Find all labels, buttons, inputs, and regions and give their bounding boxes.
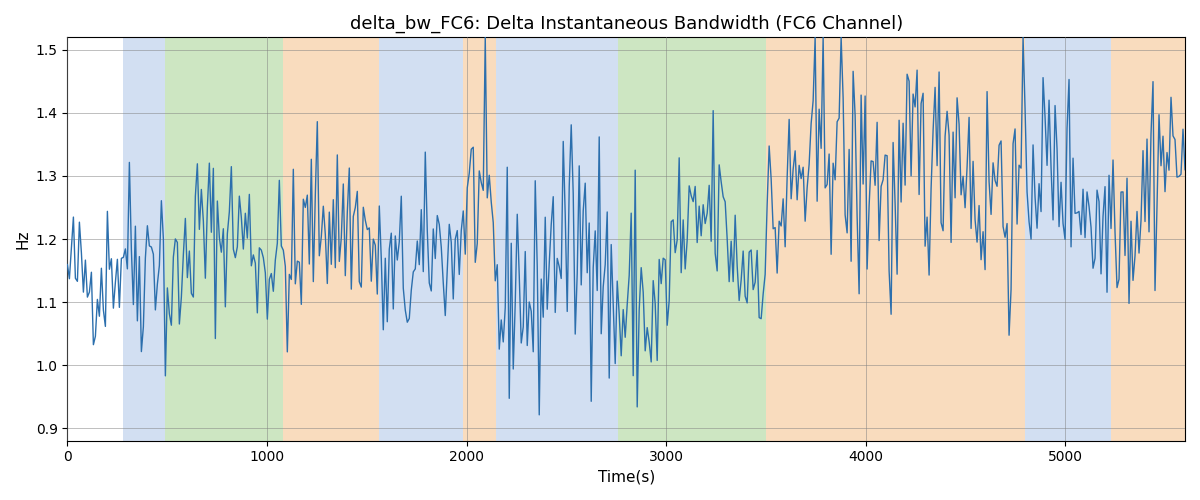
X-axis label: Time(s): Time(s) (598, 470, 655, 485)
Bar (462, 38, 497, 440)
Y-axis label: Hz: Hz (16, 230, 30, 249)
Bar (166, 38, 283, 440)
Title: delta_bw_FC6: Delta Instantaneous Bandwidth (FC6 Channel): delta_bw_FC6: Delta Instantaneous Bandwi… (349, 15, 902, 34)
Bar (766, 38, 1025, 440)
Bar (1111, 38, 1186, 440)
Bar (379, 38, 462, 440)
Bar (497, 38, 618, 440)
Bar (283, 38, 379, 440)
Bar (618, 38, 766, 440)
Bar (124, 38, 166, 440)
Bar (1025, 38, 1111, 440)
